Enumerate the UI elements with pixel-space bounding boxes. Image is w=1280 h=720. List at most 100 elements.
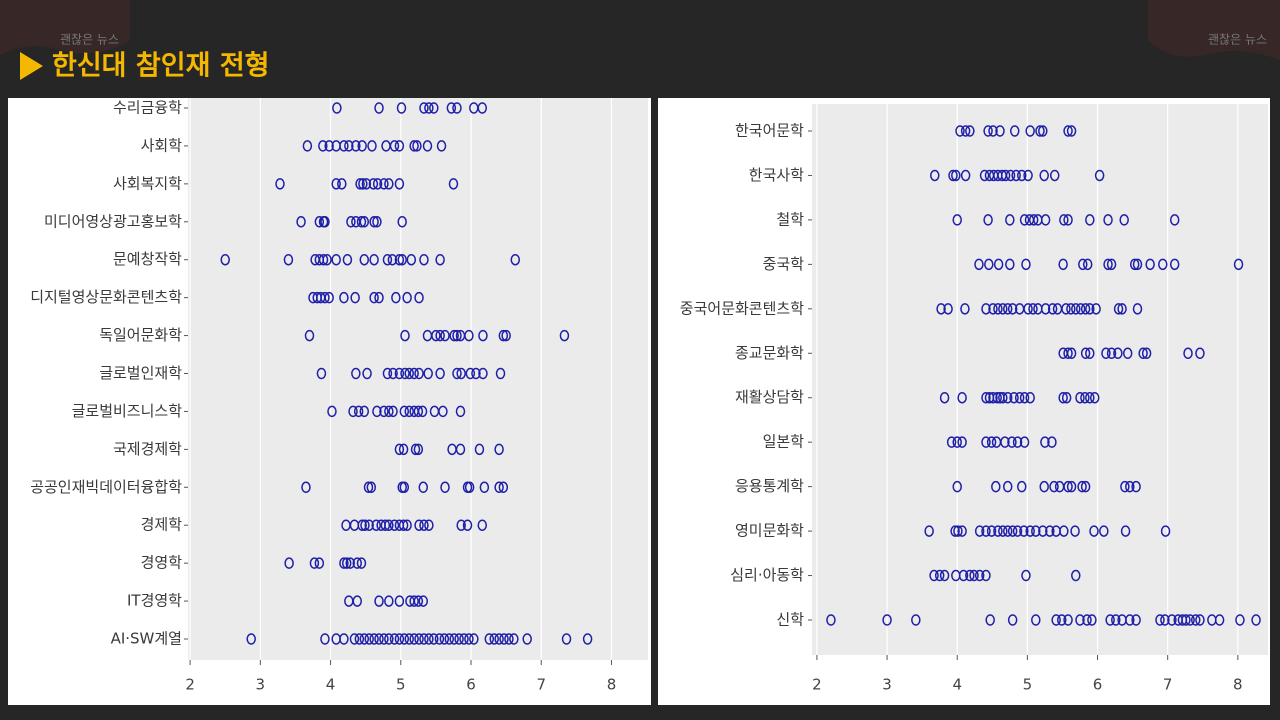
data-point [452, 102, 462, 114]
data-point [436, 140, 447, 152]
data-point [414, 519, 424, 531]
data-point [452, 367, 462, 380]
category-label: 수리금융학 [113, 99, 182, 117]
data-point [952, 214, 962, 226]
data-point [455, 405, 466, 418]
data-point [1138, 347, 1148, 360]
data-point [1028, 303, 1038, 315]
data-point [1038, 125, 1048, 137]
data-point [418, 481, 429, 494]
data-point [379, 633, 389, 645]
data-point [504, 633, 514, 645]
data-point [1011, 169, 1021, 182]
data-point [422, 140, 433, 152]
data-point [509, 633, 519, 645]
data-point [993, 303, 1003, 315]
data-point [1085, 303, 1095, 315]
data-point [1195, 614, 1205, 626]
data-point [1031, 614, 1041, 626]
data-point [320, 216, 330, 228]
data-point [1059, 214, 1069, 226]
data-point [389, 633, 400, 645]
data-point [404, 633, 414, 645]
data-point [1012, 525, 1023, 537]
data-point [981, 525, 991, 537]
data-point [339, 291, 349, 304]
data-point [1007, 303, 1018, 315]
data-point [399, 633, 410, 645]
x-tick-label: 8 [1233, 676, 1243, 694]
data-point [1019, 214, 1030, 226]
data-point [1113, 303, 1124, 315]
data-point [394, 253, 405, 266]
data-point [1007, 525, 1018, 537]
data-point [413, 443, 424, 456]
data-point [1105, 614, 1115, 626]
data-point [1000, 169, 1011, 182]
title-icon [20, 52, 43, 80]
category-label: 미디어영상광고홍보학 [44, 212, 182, 230]
category-label: 사회학 [141, 136, 183, 154]
data-point [1125, 480, 1135, 493]
data-point [1155, 614, 1165, 626]
data-point [1063, 614, 1073, 626]
category-label: 글로벌인재학 [99, 364, 182, 382]
x-tick-label: 3 [256, 676, 266, 694]
data-point [431, 329, 441, 342]
data-point [494, 481, 504, 494]
data-point [350, 291, 360, 304]
data-point [364, 633, 374, 645]
data-point [1160, 525, 1171, 537]
data-point [479, 481, 490, 494]
data-point [397, 216, 407, 228]
data-point [469, 633, 479, 645]
data-point [1000, 436, 1010, 448]
data-point [1035, 125, 1045, 137]
data-point [471, 367, 481, 380]
data-point [220, 253, 230, 266]
data-point [449, 329, 459, 342]
data-point [1047, 436, 1057, 448]
data-point [359, 216, 370, 228]
data-point [1129, 258, 1140, 271]
data-point [424, 519, 434, 531]
data-point [1045, 525, 1055, 537]
data-point [423, 367, 433, 380]
data-point [998, 391, 1008, 404]
data-point [351, 367, 361, 380]
data-point [339, 140, 349, 152]
data-point [413, 405, 424, 418]
data-point [396, 102, 407, 114]
data-point [1005, 258, 1015, 271]
data-point [364, 519, 374, 531]
data-point [936, 303, 946, 315]
category-label: 철학 [776, 210, 804, 228]
data-point [435, 253, 445, 266]
data-point [981, 436, 991, 448]
data-point [344, 140, 354, 152]
data-point [948, 169, 958, 182]
data-point [974, 569, 985, 582]
category-label: 경영학 [141, 554, 183, 572]
data-point [419, 102, 429, 114]
data-point [320, 633, 330, 645]
watermark-shape [0, 0, 130, 55]
data-point [991, 480, 1001, 493]
data-point [960, 303, 970, 315]
data-point [1017, 169, 1027, 182]
data-point [374, 291, 384, 304]
data-point [1019, 525, 1029, 537]
data-point [452, 329, 462, 342]
data-point [283, 253, 294, 266]
data-point [1113, 347, 1123, 360]
data-point [489, 633, 499, 645]
data-point [448, 178, 459, 190]
data-point [988, 303, 998, 315]
data-point [414, 633, 424, 645]
data-point [1082, 258, 1093, 271]
category-label: 응용통계학 [735, 477, 804, 495]
category-label: 중국어문화콘텐츠학 [680, 299, 804, 317]
data-point [960, 125, 971, 137]
data-point [965, 125, 975, 137]
data-point [1058, 258, 1068, 271]
